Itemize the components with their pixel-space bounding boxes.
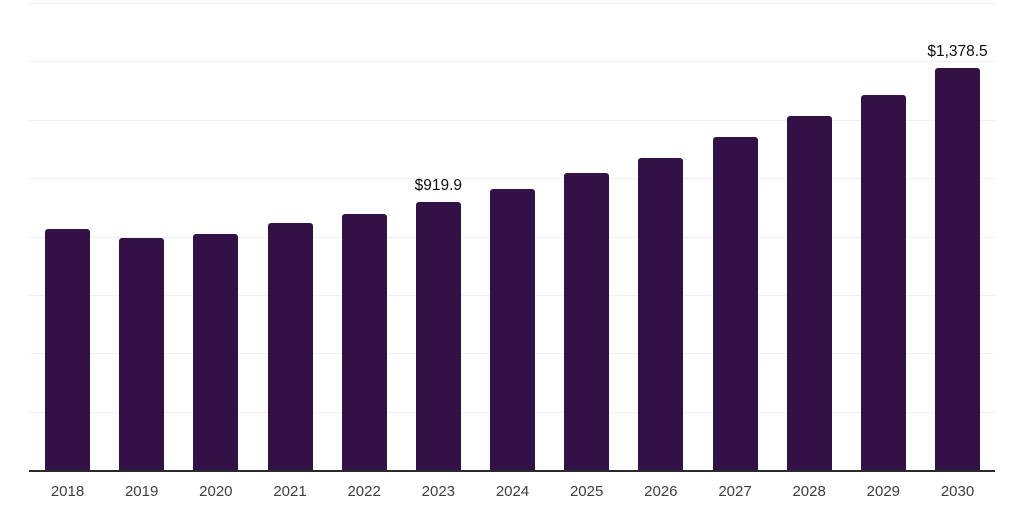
bar-2018 bbox=[45, 229, 90, 470]
bar-2020 bbox=[193, 234, 239, 470]
x-axis-label-2029: 2029 bbox=[866, 483, 901, 500]
bar-2029 bbox=[860, 94, 906, 470]
bar-2023 bbox=[415, 201, 461, 470]
bar-2021 bbox=[267, 223, 313, 470]
bar-2026 bbox=[638, 157, 684, 470]
bar-2022 bbox=[341, 214, 387, 470]
data-label-2023: $919.9 bbox=[414, 176, 463, 194]
x-axis-label-2028: 2028 bbox=[792, 483, 826, 500]
gridline bbox=[29, 178, 995, 180]
x-axis-label-2027: 2027 bbox=[718, 483, 752, 500]
x-axis-label-2025: 2025 bbox=[569, 483, 604, 500]
gridline bbox=[29, 119, 995, 121]
x-axis-label-2024: 2024 bbox=[495, 483, 530, 500]
x-axis-label-2026: 2026 bbox=[644, 483, 678, 500]
gridline bbox=[29, 3, 995, 4]
bar-2030 bbox=[935, 67, 980, 470]
bar-2019 bbox=[119, 238, 165, 470]
x-axis-label-2023: 2023 bbox=[421, 483, 456, 500]
x-axis-label-2022: 2022 bbox=[347, 483, 381, 500]
bar-2028 bbox=[786, 115, 832, 470]
x-axis-line bbox=[29, 470, 995, 472]
gridline bbox=[29, 61, 995, 63]
x-axis-label-2021: 2021 bbox=[273, 483, 307, 500]
x-axis-label-2018: 2018 bbox=[50, 483, 85, 500]
data-label-2030: $1,378.5 bbox=[927, 42, 988, 60]
bar-2025 bbox=[564, 173, 610, 470]
x-axis-label-2020: 2020 bbox=[199, 483, 233, 500]
x-axis-label-2019: 2019 bbox=[124, 483, 159, 500]
x-axis-label-2030: 2030 bbox=[940, 483, 975, 500]
bar-2024 bbox=[490, 189, 535, 470]
bar-2027 bbox=[712, 136, 758, 470]
